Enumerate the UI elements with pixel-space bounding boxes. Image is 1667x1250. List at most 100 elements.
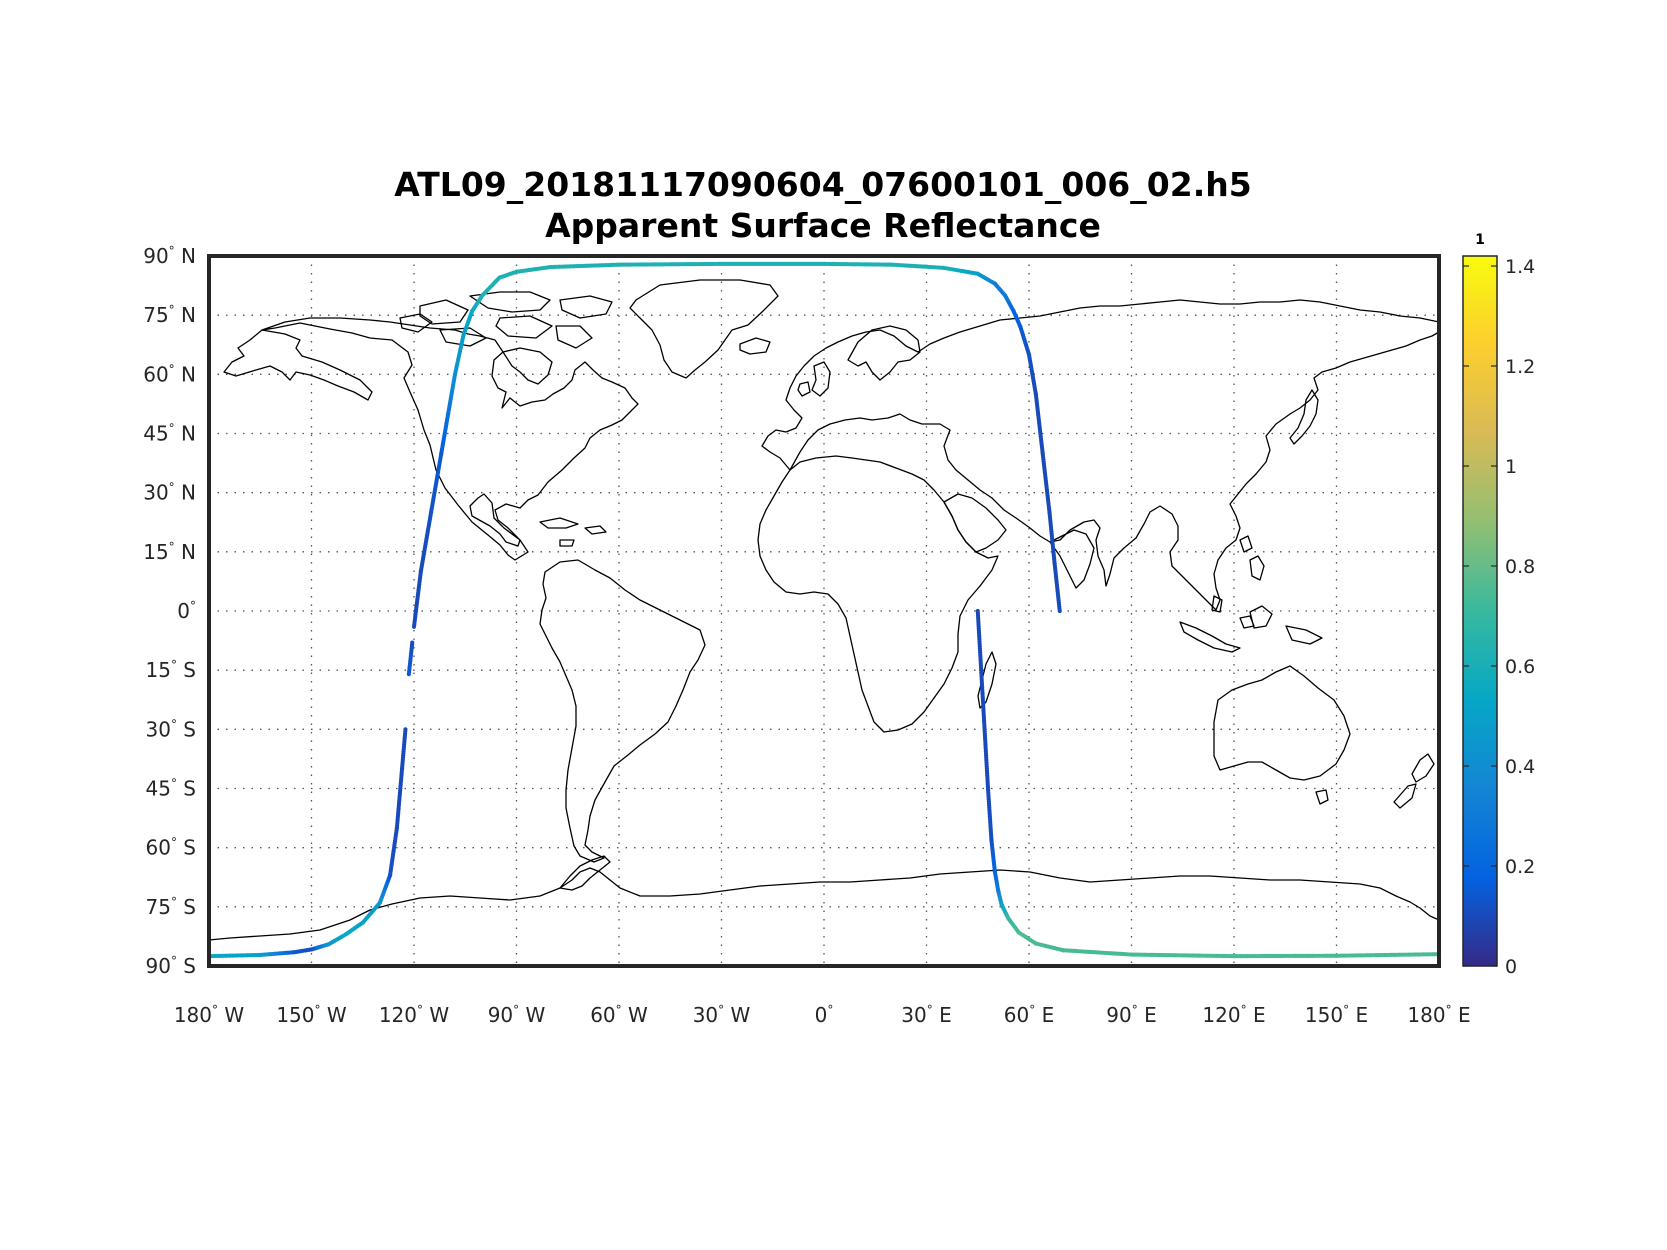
x-tick-label-number: 30 [901,1003,926,1027]
satellite-track [975,608,1442,959]
degree-mark: ° [171,777,177,791]
australia-coastline [1213,665,1351,781]
y-tick-label-number: 60 [145,836,170,860]
x-tick-label-number: 150 [1305,1003,1343,1027]
x-axis: 180° W 150° W 120° W 90° W 60° W 30° W 0° 30° E… [174,1003,1471,1027]
x-tick-label-number: 180 [1407,1003,1445,1027]
x-tick-label-number: 90 [1106,1003,1131,1027]
colorbar-gradient [1462,255,1498,967]
x-tick-label: 150° W [276,1003,347,1027]
eurasia-coastline [761,299,1440,611]
y-tick-label-hemisphere: N [175,422,196,446]
x-tick-label: 30° E [901,1003,951,1027]
antarctic-peninsula-coastline [559,855,611,891]
y-tick-label-hemisphere: S [177,777,196,801]
y-tick-label-number: 0 [177,599,190,623]
x-tick-label: 180° E [1407,1003,1470,1027]
y-tick-label-hemisphere: N [175,244,196,268]
y-tick-label: 30° N [143,481,196,505]
y-tick-label-number: 15 [143,540,168,564]
africa-coastline [757,455,999,733]
colorbar-tick-label: 0.2 [1505,856,1535,878]
x-tick-label: 60° E [1004,1003,1054,1027]
degree-mark: ° [169,362,175,376]
x-tick-label-number: 30 [693,1003,718,1027]
colorbar-ticks: 0 0.2 0.4 0.6 0.8 1 1.2 1.4 [1463,256,1535,978]
degree-mark: ° [827,1003,833,1017]
y-tick-label-hemisphere: S [177,658,196,682]
x-tick-label-number: 90 [488,1003,513,1027]
colorbar-tick-label: 0 [1505,956,1517,978]
x-tick-label: 90° E [1106,1003,1156,1027]
y-tick-label-number: 15 [145,658,170,682]
new-zealand-coastline [1393,753,1435,809]
y-tick-label: 90° N [143,244,196,268]
y-axis: 90° N75° N60° N45° N30° N15° N0°15° S30°… [143,244,196,978]
arctic-islands-coastline [399,291,613,349]
degree-mark: ° [417,1003,423,1017]
x-tick-label-hemisphere: W [423,1003,449,1027]
x-tick-label-number: 180 [174,1003,212,1027]
degree-mark: ° [1446,1003,1452,1017]
antarctica-coastline [208,867,1440,941]
y-tick-label: 15° N [143,540,196,564]
degree-mark: ° [171,954,177,968]
iceland-coastline [739,337,771,355]
colorbar: 1 0 0.2 0.4 0.6 0.8 1 1.2 1.4 [1462,232,1535,978]
track-point [1057,608,1062,614]
y-tick-label-hemisphere: S [177,895,196,919]
greenland-coastline [629,279,779,379]
colorbar-tick-label: 0.6 [1505,656,1535,678]
x-tick-label-hemisphere: E [1349,1003,1368,1027]
degree-mark: ° [171,836,177,850]
y-tick-label-hemisphere: N [175,362,196,386]
arabian-peninsula-coastline [943,493,1007,553]
y-tick-label-number: 30 [145,717,170,741]
x-tick-label: 150° E [1305,1003,1368,1027]
colorbar-tick-label: 1 [1505,456,1517,478]
y-tick-label: 45° N [143,422,196,446]
y-tick-label: 75° S [145,895,196,919]
x-tick-label: 120° W [379,1003,450,1027]
degree-mark: ° [169,422,175,436]
y-tick-label: 30° S [145,717,196,741]
x-tick-label: 90° W [488,1003,546,1027]
satellite-track [206,261,1062,959]
x-tick-label-hemisphere: W [519,1003,545,1027]
degree-mark: ° [171,895,177,909]
x-tick-label-hemisphere: W [724,1003,750,1027]
y-tick-label: 60° N [143,362,196,386]
degree-mark: ° [616,1003,622,1017]
y-tick-label-number: 75 [145,895,170,919]
south-america-coastline [539,559,706,863]
y-tick-label: 75° N [143,303,196,327]
degree-mark: ° [190,599,196,613]
y-tick-label-number: 75 [143,303,168,327]
degree-mark: ° [212,1003,218,1017]
y-tick-label-number: 45 [145,777,170,801]
degree-mark: ° [718,1003,724,1017]
colorbar-tick-label: 1.2 [1505,356,1535,378]
degree-mark: ° [1241,1003,1247,1017]
x-tick-label: 60° W [590,1003,648,1027]
y-tick-label: 45° S [145,777,196,801]
x-tick-label-hemisphere: W [622,1003,648,1027]
x-tick-label-number: 150 [276,1003,314,1027]
y-tick-label-number: 90 [143,244,168,268]
map-area [206,254,1442,968]
x-tick-label: 120° E [1202,1003,1265,1027]
coastlines [208,279,1440,941]
y-tick-label: 15° S [145,658,196,682]
x-tick-label: 0° [815,1003,834,1027]
colorbar-tick-label: 0.8 [1505,556,1535,578]
japan-philippines-coastline [1239,389,1319,581]
x-tick-label-hemisphere: W [321,1003,347,1027]
y-tick-label: 90° S [145,954,196,978]
x-tick-label-hemisphere: E [933,1003,952,1027]
tasmania-coastline [1315,789,1329,805]
british-isles-coastline [797,361,831,397]
x-tick-label-hemisphere: E [1452,1003,1471,1027]
degree-mark: ° [171,658,177,672]
y-tick-label-number: 60 [143,362,168,386]
